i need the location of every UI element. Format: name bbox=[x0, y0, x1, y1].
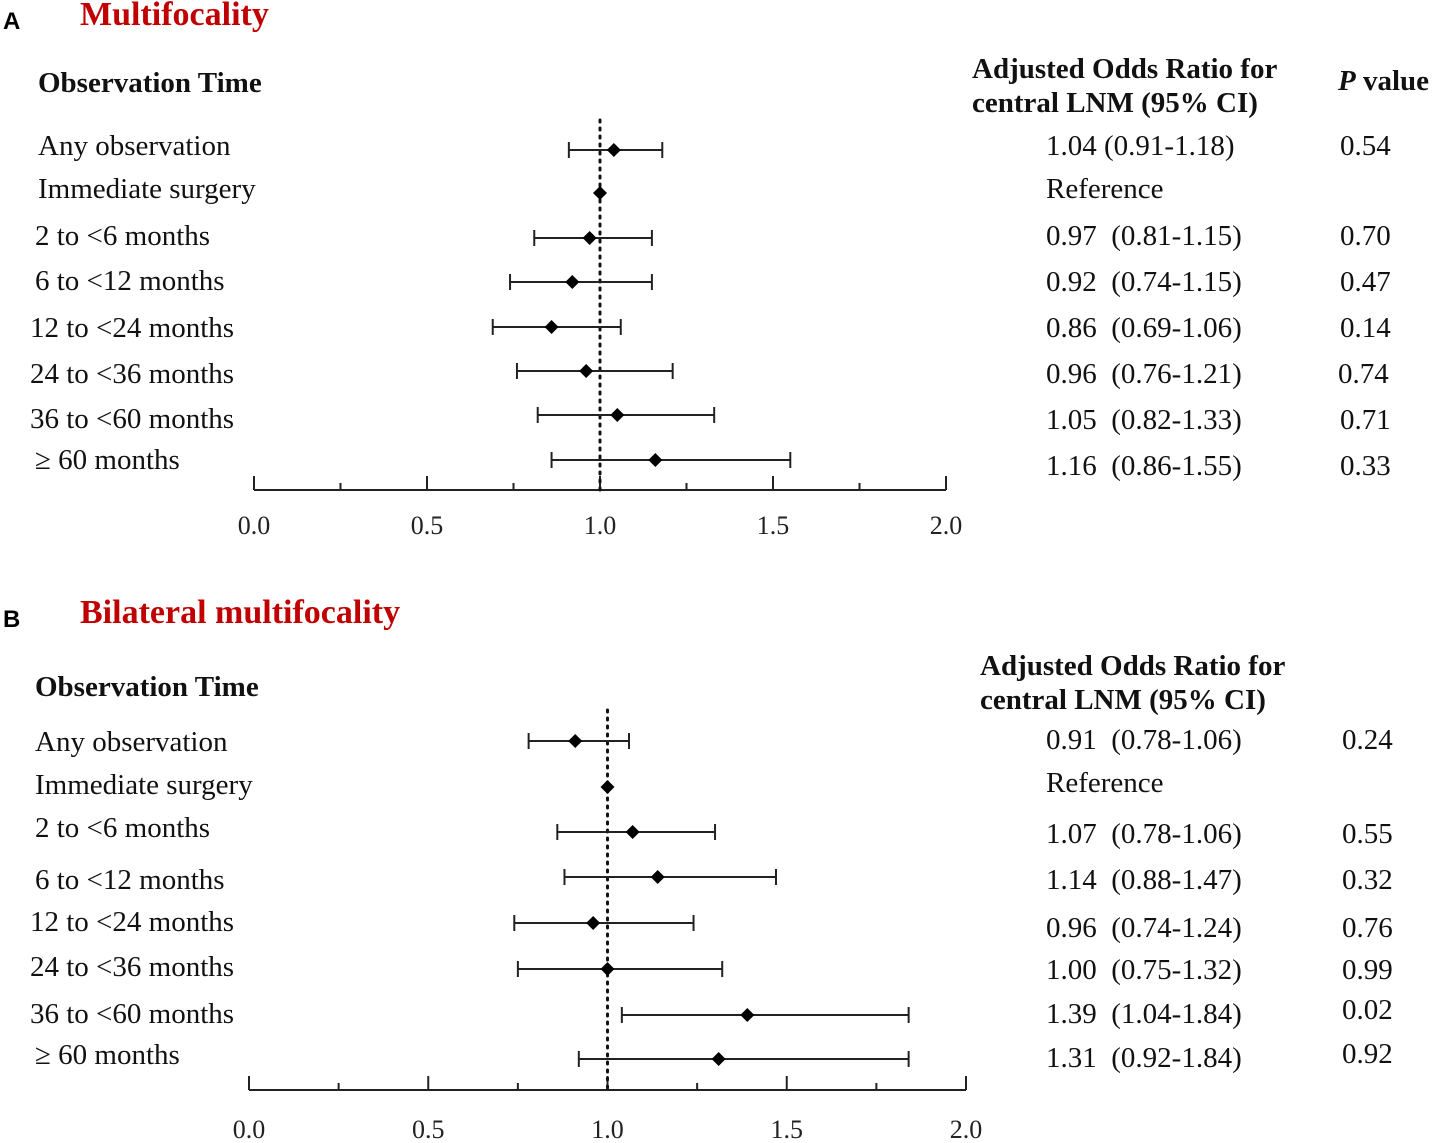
panel-a-point-estimate bbox=[593, 186, 607, 200]
panel-b-point-estimate bbox=[586, 916, 601, 930]
panel-a-row-or-ci: 0.86 (0.69-1.06) bbox=[1046, 312, 1242, 344]
panel-a-row-label: 36 to <60 months bbox=[30, 403, 235, 435]
panel-b-row-label: 6 to <12 months bbox=[35, 864, 225, 896]
panel-b-point-estimate bbox=[650, 870, 665, 884]
panel-b-row-label: Immediate surgery bbox=[35, 769, 253, 801]
panel-a-row-label: 12 to <24 months bbox=[30, 312, 235, 344]
panel-b-row-label: 12 to <24 months bbox=[30, 906, 235, 938]
panel-a-row-label: 6 to <12 months bbox=[35, 265, 225, 297]
panel-a-row-header: Observation Time bbox=[38, 67, 262, 99]
panel-a-row-p-value: 0.54 bbox=[1340, 130, 1391, 162]
panel-a-tick-label: 1.0 bbox=[584, 511, 617, 540]
panel-b-row-or-ci: 0.91 (0.78-1.06) bbox=[1046, 724, 1242, 756]
panel-b-row-p-value: 0.76 bbox=[1342, 912, 1393, 944]
panel-b-row-label: ≥ 60 months bbox=[35, 1039, 180, 1071]
panel-b-row-or-ci: 1.14 (0.88-1.47) bbox=[1046, 864, 1242, 896]
panel-a-row-or-ci: 0.97 (0.81-1.15) bbox=[1046, 220, 1242, 252]
panel-a-tick-label: 0.5 bbox=[411, 511, 444, 540]
panel-b-row-or-ci: 1.07 (0.78-1.06) bbox=[1046, 818, 1242, 850]
panel-b-tick-label: 1.5 bbox=[771, 1115, 804, 1143]
panel-a-point-estimate bbox=[610, 408, 625, 422]
panel-b-or-header-line1: Adjusted Odds Ratio for bbox=[980, 650, 1286, 682]
panel-b-row-or-ci: 1.00 (0.75-1.32) bbox=[1046, 954, 1242, 986]
panel-b-row-label: 24 to <36 months bbox=[30, 951, 235, 983]
panel-b-row-p-value: 0.32 bbox=[1342, 864, 1393, 896]
panel-a-row-or-ci: Reference bbox=[1046, 173, 1164, 205]
panel-b-row-or-ci: 0.96 (0.74-1.24) bbox=[1046, 912, 1242, 944]
panel-a-row-label: 24 to <36 months bbox=[30, 358, 235, 390]
panel-a-row-p-value: 0.71 bbox=[1340, 404, 1391, 436]
panel-b-row-label: Any observation bbox=[35, 726, 228, 758]
panel-a-tick-label: 0.0 bbox=[238, 511, 271, 540]
panel-a-row-or-ci: 1.05 (0.82-1.33) bbox=[1046, 404, 1242, 436]
panel-a-p-header-rest: value bbox=[1355, 65, 1430, 97]
panel-a-p-header-italic: P bbox=[1338, 65, 1356, 97]
panel-a-point-estimate bbox=[648, 453, 663, 467]
panel-b-row-p-value: 0.55 bbox=[1342, 818, 1393, 850]
panel-a-row-label: Immediate surgery bbox=[38, 173, 256, 205]
panel-b-tick-label: 0.5 bbox=[412, 1115, 445, 1143]
panel-a-point-estimate bbox=[582, 231, 597, 245]
panel-b-letter: B bbox=[3, 606, 21, 633]
panel-a-tick-label: 2.0 bbox=[930, 511, 963, 540]
panel-a-row-label: ≥ 60 months bbox=[35, 444, 180, 476]
panel-b-row-p-value: 0.99 bbox=[1342, 954, 1393, 986]
panel-a-or-header-line1: Adjusted Odds Ratio for bbox=[972, 53, 1278, 85]
panel-b-or-header: Adjusted Odds Ratio for central LNM (95%… bbox=[980, 649, 1285, 717]
panel-b-row-p-value: 0.24 bbox=[1342, 724, 1393, 756]
panel-b-tick-label: 0.0 bbox=[233, 1115, 266, 1143]
panel-b-point-estimate bbox=[711, 1052, 726, 1066]
panel-a-or-header: Adjusted Odds Ratio for central LNM (95%… bbox=[972, 52, 1277, 120]
panel-b-row-or-ci: Reference bbox=[1046, 767, 1164, 799]
panel-b-tick-label: 2.0 bbox=[950, 1115, 983, 1143]
panel-b-row-label: 2 to <6 months bbox=[35, 812, 211, 844]
panel-a-title: Multifocality bbox=[80, 0, 269, 33]
panel-a-row-p-value: 0.33 bbox=[1340, 450, 1391, 482]
panel-a-p-header: P value bbox=[1338, 64, 1429, 98]
panel-b-row-label: 36 to <60 months bbox=[30, 998, 235, 1030]
panel-b-or-header-line2: central LNM (95% CI) bbox=[980, 684, 1266, 716]
panel-b-row-or-ci: 1.39 (1.04-1.84) bbox=[1046, 998, 1242, 1030]
panel-b-row-p-value: 0.02 bbox=[1342, 994, 1393, 1026]
panel-b-point-estimate bbox=[600, 780, 615, 794]
panel-a-row-p-value: 0.74 bbox=[1338, 358, 1389, 390]
panel-a-row-or-ci: 0.92 (0.74-1.15) bbox=[1046, 266, 1242, 298]
panel-b-point-estimate bbox=[625, 825, 640, 839]
panel-a-row-label: Any observation bbox=[38, 130, 231, 162]
panel-b-tick-label: 1.0 bbox=[591, 1115, 624, 1143]
panel-b-title: Bilateral multifocality bbox=[80, 594, 401, 631]
panel-a-or-header-line2: central LNM (95% CI) bbox=[972, 87, 1258, 119]
panel-a-point-estimate bbox=[565, 275, 580, 289]
panel-a-row-p-value: 0.70 bbox=[1340, 220, 1391, 252]
panel-a-row-or-ci: 1.04 (0.91-1.18) bbox=[1046, 130, 1235, 162]
panel-a-row-p-value: 0.47 bbox=[1340, 266, 1391, 298]
panel-a-row-or-ci: 1.16 (0.86-1.55) bbox=[1046, 450, 1242, 482]
panel-b-point-estimate bbox=[600, 962, 615, 976]
panel-a-letter: A bbox=[3, 8, 21, 35]
panel-a-point-estimate bbox=[544, 320, 559, 334]
panel-b-row-header: Observation Time bbox=[35, 671, 259, 703]
panel-b-point-estimate bbox=[740, 1008, 755, 1022]
panel-a-point-estimate bbox=[579, 364, 594, 378]
panel-b-row-or-ci: 1.31 (0.92-1.84) bbox=[1046, 1042, 1242, 1074]
panel-a-row-p-value: 0.14 bbox=[1340, 312, 1391, 344]
panel-a-tick-label: 1.5 bbox=[757, 511, 790, 540]
panel-b-row-p-value: 0.92 bbox=[1342, 1038, 1393, 1070]
panel-b-point-estimate bbox=[568, 734, 583, 748]
panel-a-row-label: 2 to <6 months bbox=[35, 220, 211, 252]
panel-a-row-or-ci: 0.96 (0.76-1.21) bbox=[1046, 358, 1242, 390]
panel-a-point-estimate bbox=[606, 143, 621, 157]
